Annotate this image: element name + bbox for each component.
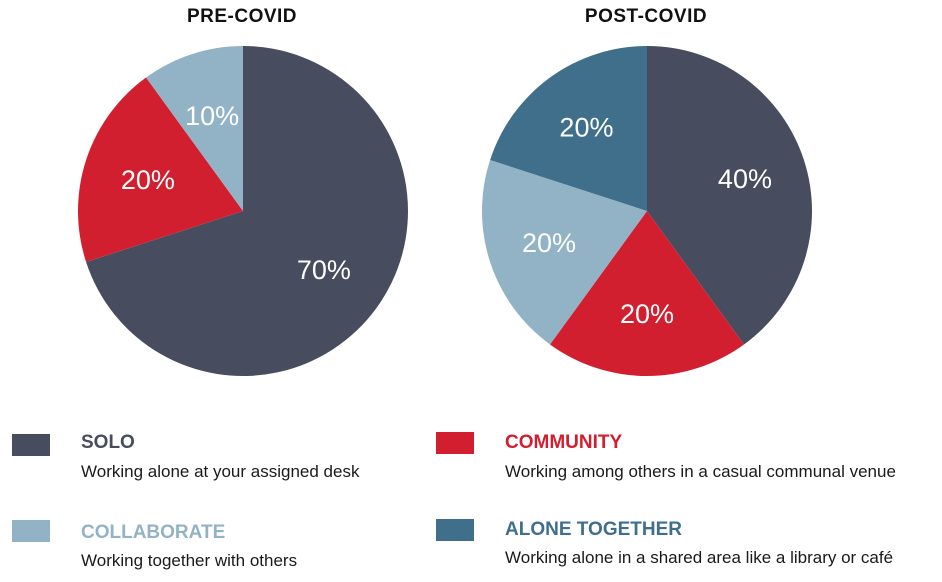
legend-swatch-solo — [12, 434, 50, 456]
post-covid-title: POST-COVID — [584, 6, 708, 27]
post-covid-slice-collaborate — [482, 160, 647, 345]
post-covid-pie: 40% 20% 20% 20% — [482, 46, 812, 376]
legend-desc-community: Working among others in a casual communa… — [505, 462, 896, 481]
legend-name-solo: SOLO — [81, 432, 135, 453]
legend-name-alone-together: ALONE TOGETHER — [505, 519, 682, 540]
pre-covid-label-collaborate: 10% — [185, 101, 239, 131]
post-covid-label-solo: 40% — [718, 164, 772, 194]
legend-desc-collaborate: Working together with others — [81, 551, 298, 570]
post-covid-slice-community — [550, 211, 744, 376]
pre-covid-slice-community — [77, 77, 243, 262]
post-covid-label-alone-together: 20% — [559, 113, 613, 143]
legend-desc-alone-together: Working alone in a shared area like a li… — [505, 548, 894, 567]
legend-swatch-collaborate — [12, 520, 50, 542]
legend-swatch-community — [436, 432, 474, 454]
legend-desc-solo: Working alone at your assigned desk — [81, 462, 360, 481]
pre-covid-label-community: 20% — [121, 165, 175, 195]
pre-covid-slice-solo — [86, 46, 408, 376]
pre-covid-title: PRE-COVID — [186, 6, 298, 27]
pre-covid-label-solo: 70% — [297, 255, 351, 285]
legend-name-community: COMMUNITY — [505, 432, 623, 453]
pre-covid-pie: 70% 20% 10% — [77, 46, 408, 376]
post-covid-label-community: 20% — [620, 299, 674, 329]
post-covid-label-collaborate: 20% — [522, 228, 576, 258]
legend-name-collaborate: COLLABORATE — [81, 522, 226, 543]
post-covid-slice-alone-together — [490, 46, 647, 211]
pre-covid-slice-collaborate — [146, 46, 243, 211]
pie-charts: 70% 20% 10% 40% 20% 20% 20% — [77, 46, 812, 376]
legend-swatch-alone-together — [436, 519, 474, 541]
post-covid-slice-solo — [647, 46, 812, 345]
